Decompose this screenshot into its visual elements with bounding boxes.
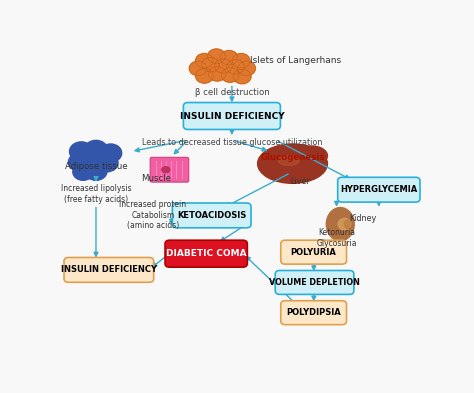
Circle shape (202, 57, 219, 72)
Circle shape (68, 153, 91, 171)
Ellipse shape (326, 208, 354, 241)
Circle shape (215, 59, 232, 73)
FancyBboxPatch shape (281, 301, 346, 325)
Ellipse shape (345, 220, 350, 228)
Text: Leads to decreased tissue glucose utilization: Leads to decreased tissue glucose utiliz… (142, 138, 322, 147)
Circle shape (220, 50, 238, 65)
Text: Glucogenesis: Glucogenesis (260, 153, 325, 162)
Circle shape (232, 53, 250, 68)
Circle shape (221, 68, 239, 82)
Text: POLYURIA: POLYURIA (291, 248, 337, 257)
Text: Islets of Langerhans: Islets of Langerhans (250, 56, 341, 65)
Circle shape (96, 154, 118, 172)
Circle shape (209, 66, 226, 81)
FancyBboxPatch shape (64, 257, 154, 282)
Text: Liver: Liver (290, 177, 310, 186)
Text: β cell destruction: β cell destruction (194, 88, 269, 97)
FancyBboxPatch shape (337, 177, 420, 202)
Text: POLYDIPSIA: POLYDIPSIA (286, 308, 341, 317)
Circle shape (238, 61, 255, 75)
Circle shape (100, 144, 122, 162)
Ellipse shape (257, 144, 328, 184)
Text: Ketonuria
Glycosuria: Ketonuria Glycosuria (316, 228, 357, 248)
Ellipse shape (162, 167, 170, 173)
Circle shape (73, 163, 93, 180)
Circle shape (196, 53, 213, 68)
Ellipse shape (296, 146, 328, 165)
Circle shape (70, 142, 93, 161)
FancyBboxPatch shape (173, 203, 251, 228)
Circle shape (196, 69, 213, 83)
Text: INSULIN DEFICIENCY: INSULIN DEFICIENCY (180, 112, 284, 121)
Circle shape (233, 69, 251, 84)
Text: HYPERGLYCEMIA: HYPERGLYCEMIA (340, 185, 418, 194)
Text: Increased lipolysis
(free fatty acids): Increased lipolysis (free fatty acids) (61, 184, 131, 204)
Text: KETOACIDOSIS: KETOACIDOSIS (177, 211, 246, 220)
Circle shape (227, 60, 245, 74)
Text: INSULIN DEFICIENCY: INSULIN DEFICIENCY (61, 265, 157, 274)
Text: DIABETIC COMA: DIABETIC COMA (166, 249, 246, 258)
FancyBboxPatch shape (281, 240, 346, 264)
Circle shape (85, 162, 107, 180)
FancyBboxPatch shape (150, 157, 189, 182)
FancyBboxPatch shape (183, 103, 281, 129)
Text: VOLUME DEPLETION: VOLUME DEPLETION (269, 278, 360, 287)
Circle shape (84, 140, 108, 160)
Text: Adipose tissue: Adipose tissue (64, 162, 128, 171)
Ellipse shape (278, 156, 299, 165)
Circle shape (189, 61, 207, 75)
Circle shape (82, 151, 105, 170)
FancyBboxPatch shape (165, 240, 247, 267)
FancyBboxPatch shape (275, 270, 354, 294)
Ellipse shape (338, 219, 351, 230)
Circle shape (208, 49, 225, 64)
Text: Kidney: Kidney (349, 214, 377, 223)
Text: Muscle: Muscle (142, 174, 172, 183)
Text: Increased protein
Catabolism
(amino acids): Increased protein Catabolism (amino acid… (119, 200, 186, 230)
